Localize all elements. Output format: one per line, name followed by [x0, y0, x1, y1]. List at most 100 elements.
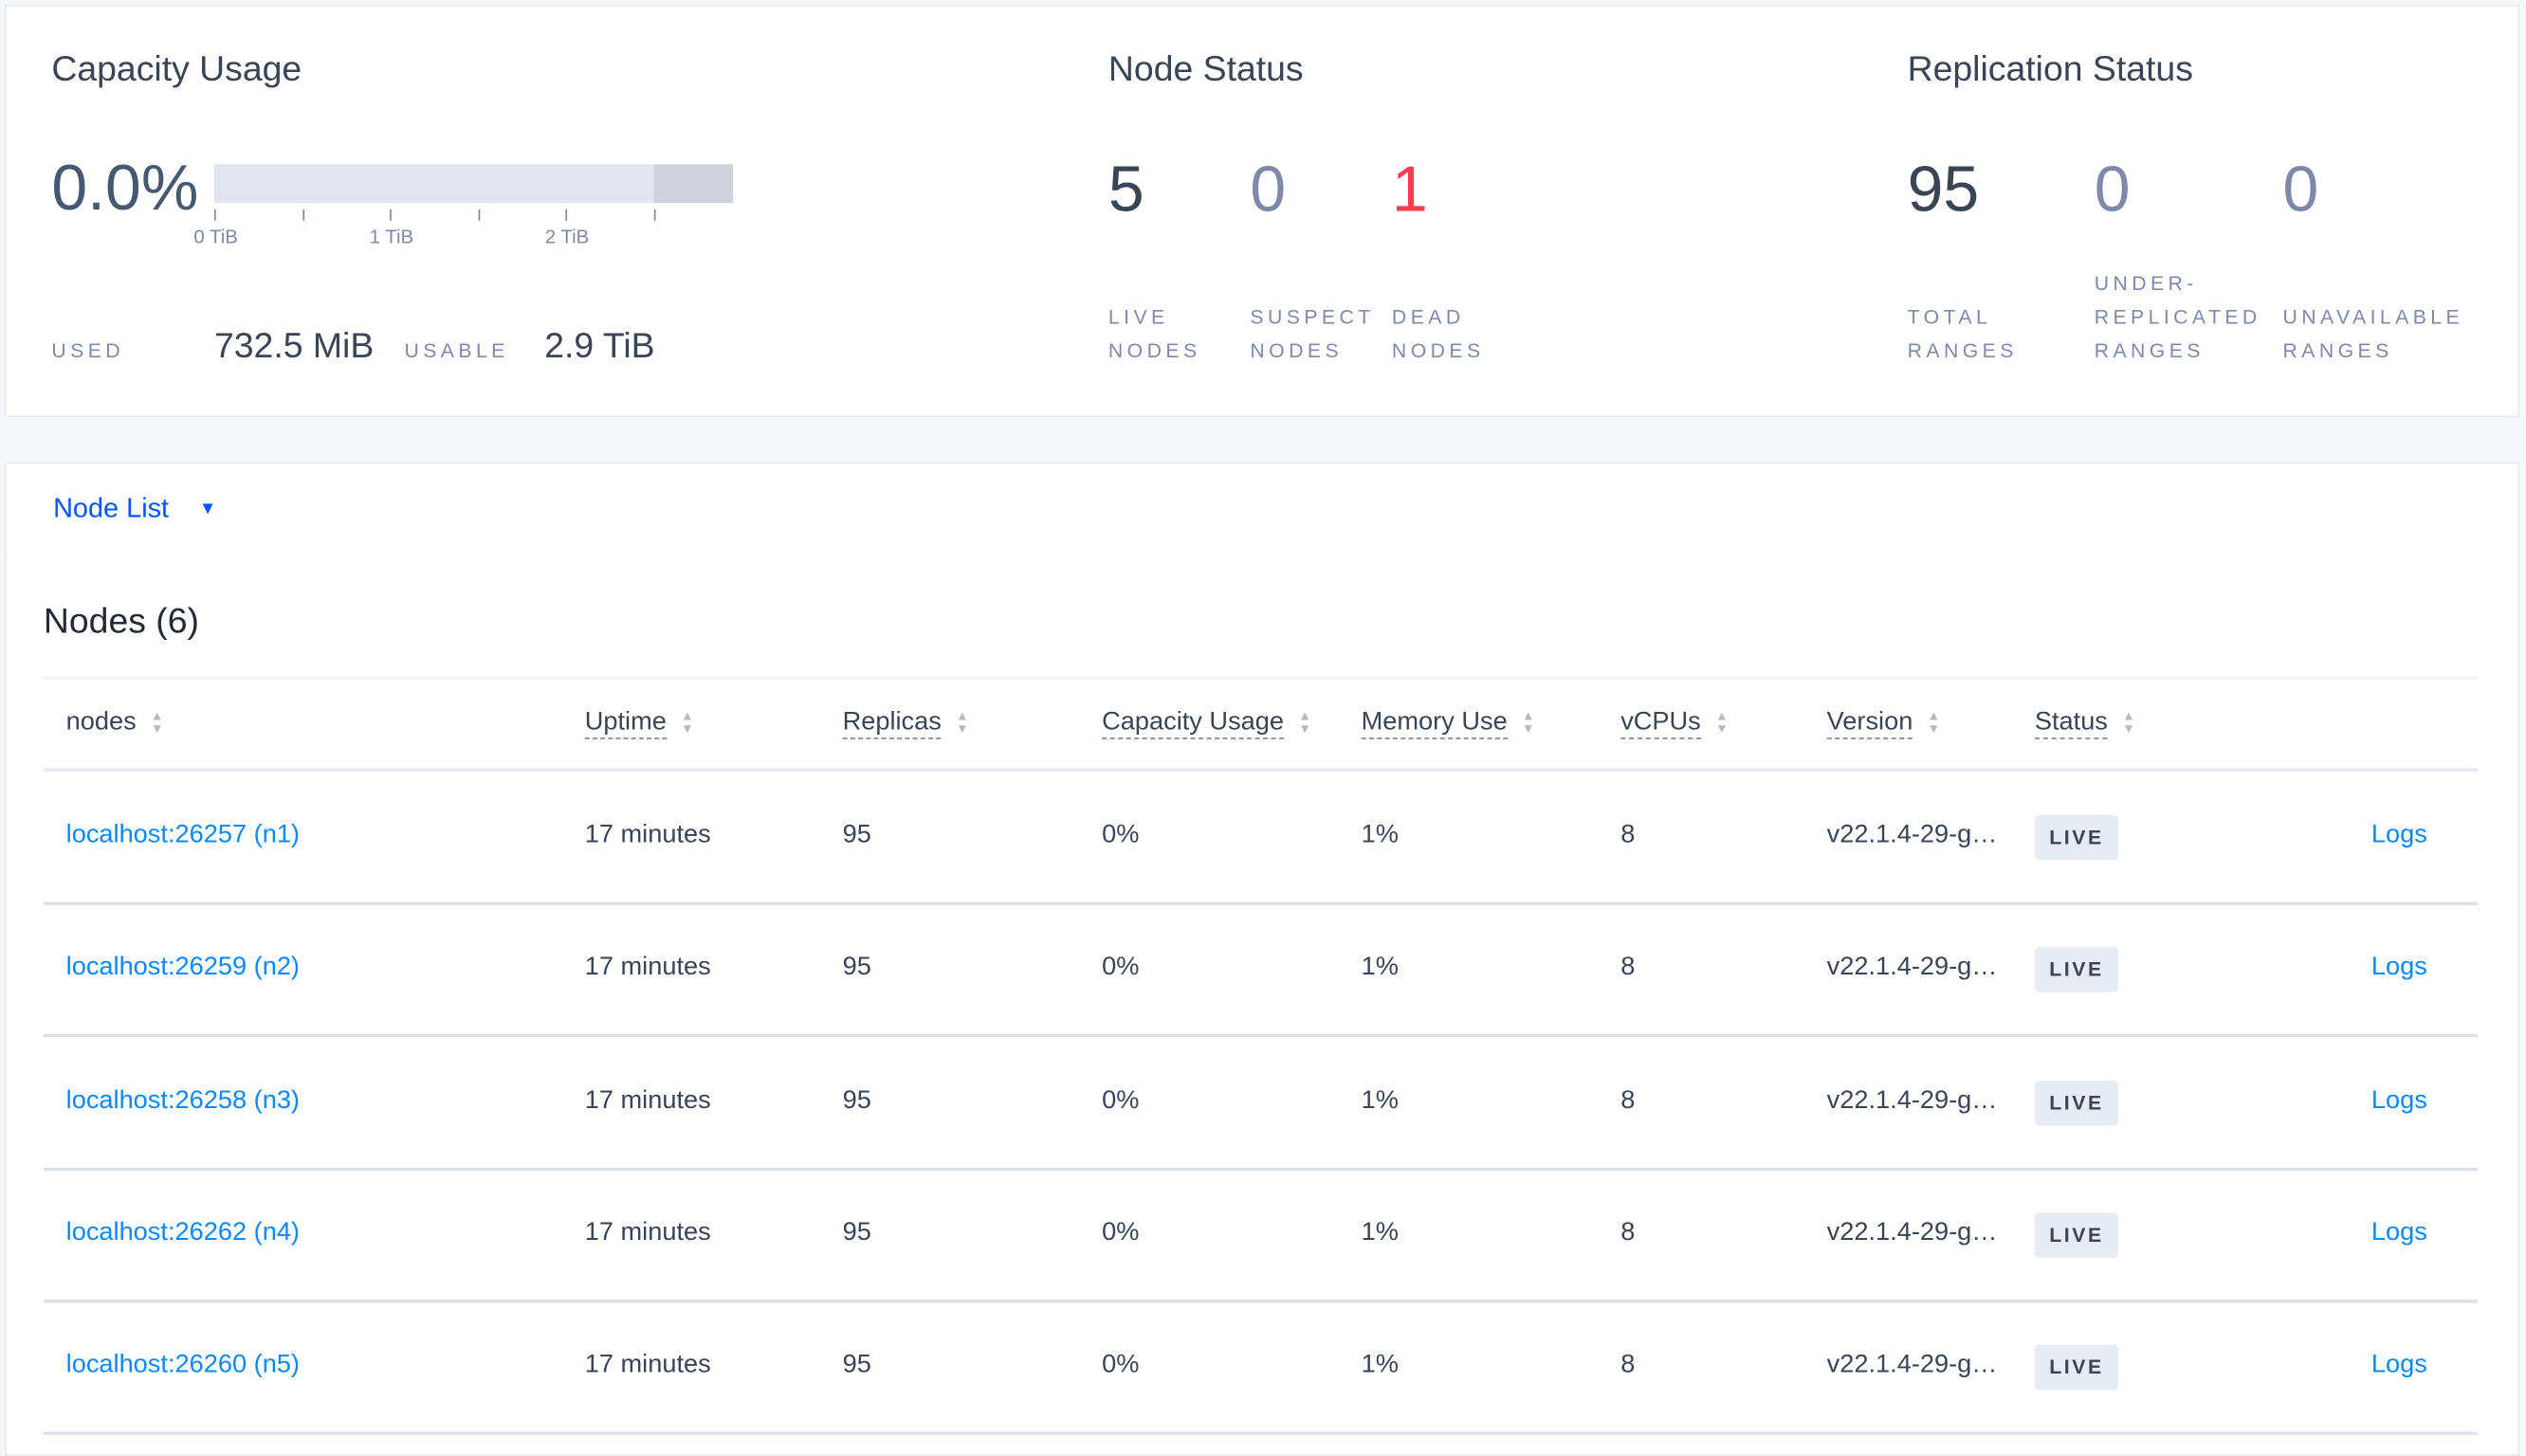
cell-uptime: 17 minutes — [584, 1218, 711, 1247]
dead-nodes-count: 1 — [1391, 155, 1428, 226]
column-header-version[interactable]: Version ▲ ▼ — [1826, 708, 1941, 739]
replication-status-title: Replication Status — [1907, 47, 2193, 89]
row-divider — [43, 1167, 2479, 1171]
capacity-bar — [213, 164, 734, 204]
cell-memory: 1% — [1361, 1086, 1399, 1115]
axis-tick — [390, 209, 392, 221]
cell-uptime: 17 minutes — [584, 1351, 711, 1379]
column-header-status[interactable]: Status ▲ ▼ — [2034, 708, 2135, 739]
column-header-label: Uptime — [584, 708, 667, 739]
cell-memory: 1% — [1361, 1218, 1399, 1247]
column-header-uptime[interactable]: Uptime ▲ ▼ — [584, 708, 694, 739]
axis-tick — [653, 209, 656, 221]
suspect-nodes-count: 0 — [1250, 155, 1287, 226]
status-badge: LIVE — [2034, 1344, 2119, 1391]
logs-link[interactable]: Logs — [2370, 954, 2427, 982]
dead-nodes-label: DEAD NODES — [1391, 305, 1485, 363]
column-header-capacity-usage[interactable]: Capacity Usage ▲ ▼ — [1102, 708, 1311, 739]
logs-link[interactable]: Logs — [2370, 1086, 2427, 1115]
column-header-memory-use[interactable]: Memory Use ▲ ▼ — [1361, 708, 1535, 739]
axis-label: 2 TiB — [544, 225, 590, 248]
column-header-vcpus[interactable]: vCPUs ▲ ▼ — [1620, 708, 1729, 739]
axis-tick — [302, 209, 305, 221]
status-badge: LIVE — [2034, 814, 2119, 861]
node-status-title: Node Status — [1107, 47, 1304, 89]
view-selector-bar — [5, 462, 2520, 556]
sort-icon[interactable]: ▲ ▼ — [1298, 708, 1311, 737]
column-header-nodes[interactable]: nodes ▲ ▼ — [66, 709, 164, 738]
capacity-percent: 0.0% — [51, 153, 199, 225]
cell-uptime: 17 minutes — [584, 821, 711, 849]
logs-link[interactable]: Logs — [2370, 821, 2427, 849]
cell-replicas: 95 — [842, 1086, 871, 1115]
divider — [43, 676, 2479, 680]
cell-capacity: 0% — [1102, 1218, 1140, 1247]
cell-capacity: 0% — [1102, 1086, 1140, 1115]
summary-card — [5, 5, 2520, 418]
sort-icon[interactable]: ▲ ▼ — [1715, 708, 1729, 737]
column-header-replicas[interactable]: Replicas ▲ ▼ — [842, 708, 969, 739]
cell-memory: 1% — [1361, 821, 1399, 849]
capacity-usage-title: Capacity Usage — [51, 47, 302, 89]
axis-tick — [213, 209, 216, 221]
cell-replicas: 95 — [842, 1351, 871, 1379]
row-divider — [43, 1299, 2479, 1303]
column-header-label: vCPUs — [1620, 708, 1701, 739]
cell-uptime: 17 minutes — [584, 954, 711, 982]
header-divider — [43, 768, 2479, 772]
usable-label: USABLE — [404, 339, 509, 363]
view-selector-dropdown[interactable]: Node List ▼ — [53, 493, 216, 525]
cell-version: v22.1.4-29-g… — [1826, 954, 1998, 982]
node-link[interactable]: localhost:26262 (n4) — [65, 1218, 300, 1247]
status-badge: LIVE — [2034, 947, 2119, 993]
node-link[interactable]: localhost:26258 (n3) — [65, 1086, 300, 1115]
sort-icon[interactable]: ▲ ▼ — [151, 708, 164, 737]
suspect-nodes-label: SUSPECT NODES — [1250, 305, 1375, 363]
cell-vcpus: 8 — [1620, 1218, 1636, 1247]
cell-version: v22.1.4-29-g… — [1826, 1351, 1998, 1379]
cell-memory: 1% — [1361, 1351, 1399, 1379]
cell-version: v22.1.4-29-g… — [1826, 1086, 1998, 1115]
column-header-label: Version — [1826, 708, 1913, 739]
column-header-label: Memory Use — [1361, 708, 1508, 739]
cell-vcpus: 8 — [1620, 1086, 1636, 1115]
sort-icon[interactable]: ▲ ▼ — [1522, 708, 1535, 737]
node-link[interactable]: localhost:26257 (n1) — [65, 821, 300, 849]
sort-icon[interactable]: ▲ ▼ — [956, 708, 969, 737]
unavailable-ranges-label: UNAVAILABLE RANGES — [2282, 305, 2464, 363]
unavailable-ranges-count: 0 — [2282, 155, 2319, 226]
live-nodes-label: LIVE NODES — [1107, 305, 1201, 363]
row-divider — [43, 1034, 2479, 1038]
sort-icon[interactable]: ▲ ▼ — [2122, 708, 2135, 737]
view-selector-label: Node List — [53, 492, 170, 524]
axis-tick — [478, 209, 481, 221]
cell-vcpus: 8 — [1620, 821, 1636, 849]
status-badge: LIVE — [2034, 1080, 2119, 1125]
cell-capacity: 0% — [1102, 954, 1140, 982]
used-label: USED — [51, 339, 125, 363]
logs-link[interactable]: Logs — [2370, 1218, 2427, 1247]
cell-replicas: 95 — [842, 954, 871, 982]
nodes-table-card — [5, 554, 2520, 1456]
column-header-label: Status — [2034, 708, 2108, 739]
total-ranges-count: 95 — [1907, 155, 1980, 226]
node-link[interactable]: localhost:26259 (n2) — [65, 954, 300, 982]
cell-memory: 1% — [1361, 954, 1399, 982]
column-header-label: Capacity Usage — [1102, 708, 1285, 739]
logs-link[interactable]: Logs — [2370, 1351, 2427, 1379]
status-badge: LIVE — [2034, 1212, 2119, 1258]
cell-vcpus: 8 — [1620, 954, 1636, 982]
axis-tick — [565, 209, 568, 221]
under-replicated-count: 0 — [2094, 155, 2131, 226]
axis-label: 0 TiB — [193, 225, 238, 248]
row-divider — [43, 1431, 2479, 1436]
node-link[interactable]: localhost:26260 (n5) — [65, 1351, 300, 1379]
sort-icon[interactable]: ▲ ▼ — [1927, 708, 1941, 737]
sort-icon[interactable]: ▲ ▼ — [681, 708, 694, 737]
under-replicated-label: UNDER- REPLICATED RANGES — [2094, 272, 2261, 363]
cell-replicas: 95 — [842, 821, 871, 849]
cell-replicas: 95 — [842, 1218, 871, 1247]
cell-version: v22.1.4-29-g… — [1826, 1218, 1998, 1247]
cell-vcpus: 8 — [1620, 1351, 1636, 1379]
caret-down-icon: ▼ — [198, 499, 217, 519]
